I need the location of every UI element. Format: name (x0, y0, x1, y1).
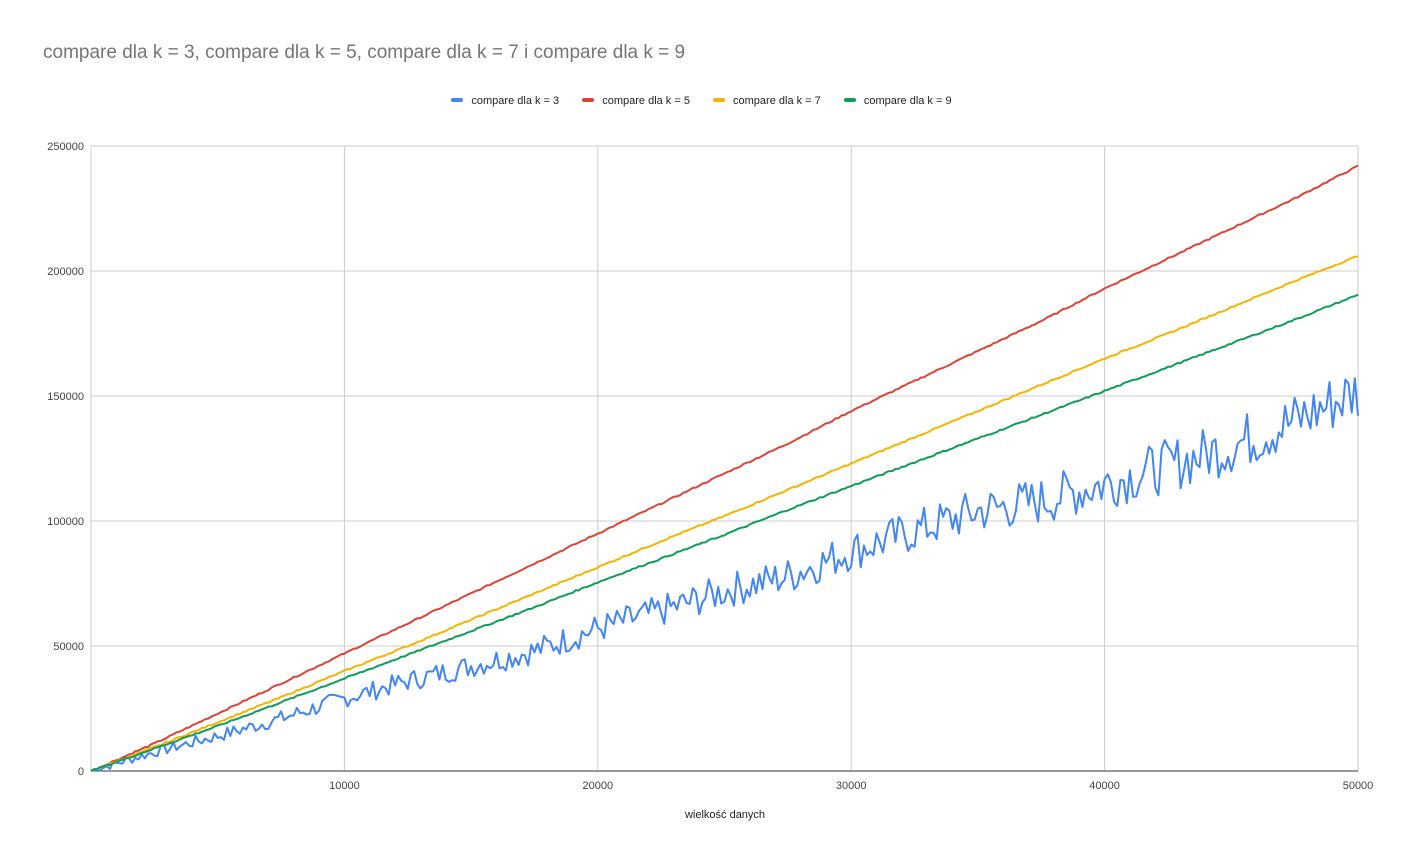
gridlines (90, 145, 1359, 772)
series-line-1 (90, 377, 1359, 772)
y-tick-label: 200000 (47, 266, 84, 278)
x-tick-label: 50000 (1343, 780, 1374, 792)
legend-label-k5: compare dla k = 5 (602, 95, 690, 107)
y-tick-label: 150000 (47, 391, 84, 403)
series-line-3 (90, 255, 1359, 772)
x-tick-label: 10000 (329, 780, 360, 792)
y-tick-label: 100000 (47, 516, 84, 528)
legend-swatch-k5 (582, 98, 595, 103)
legend-item-k9[interactable]: compare dla k = 9 (843, 95, 952, 107)
legend-item-k7[interactable]: compare dla k = 7 (713, 95, 821, 107)
series-line-2 (90, 164, 1359, 772)
y-axis-ticks: 0 50000 100000 150000 200000 250000 (47, 141, 84, 778)
series-line-4 (90, 293, 1359, 772)
y-tick-label: 0 (78, 766, 84, 778)
legend-label-k9: compare dla k = 9 (863, 95, 952, 107)
chart-title: compare dla k = 3, compare dla k = 5, co… (43, 42, 686, 63)
legend-swatch-k3 (451, 98, 464, 103)
x-axis-label: wielkość danych (684, 809, 766, 821)
legend-swatch-k9 (843, 98, 856, 103)
y-tick-label: 250000 (47, 141, 84, 153)
series-lines (90, 164, 1359, 772)
x-tick-label: 30000 (836, 780, 867, 792)
x-tick-label: 20000 (583, 780, 614, 792)
legend-item-k5[interactable]: compare dla k = 5 (582, 95, 690, 107)
x-tick-label: 40000 (1089, 780, 1120, 792)
x-axis-ticks: 10000 20000 30000 40000 50000 (329, 780, 1373, 792)
legend-item-k3[interactable]: compare dla k = 3 (451, 95, 559, 107)
legend-swatch-k7 (713, 98, 726, 103)
legend-label-k7: compare dla k = 7 (733, 95, 821, 107)
y-tick-label: 50000 (53, 641, 84, 653)
legend: compare dla k = 3 compare dla k = 5 comp… (0, 95, 1403, 107)
legend-label-k3: compare dla k = 3 (471, 95, 560, 107)
